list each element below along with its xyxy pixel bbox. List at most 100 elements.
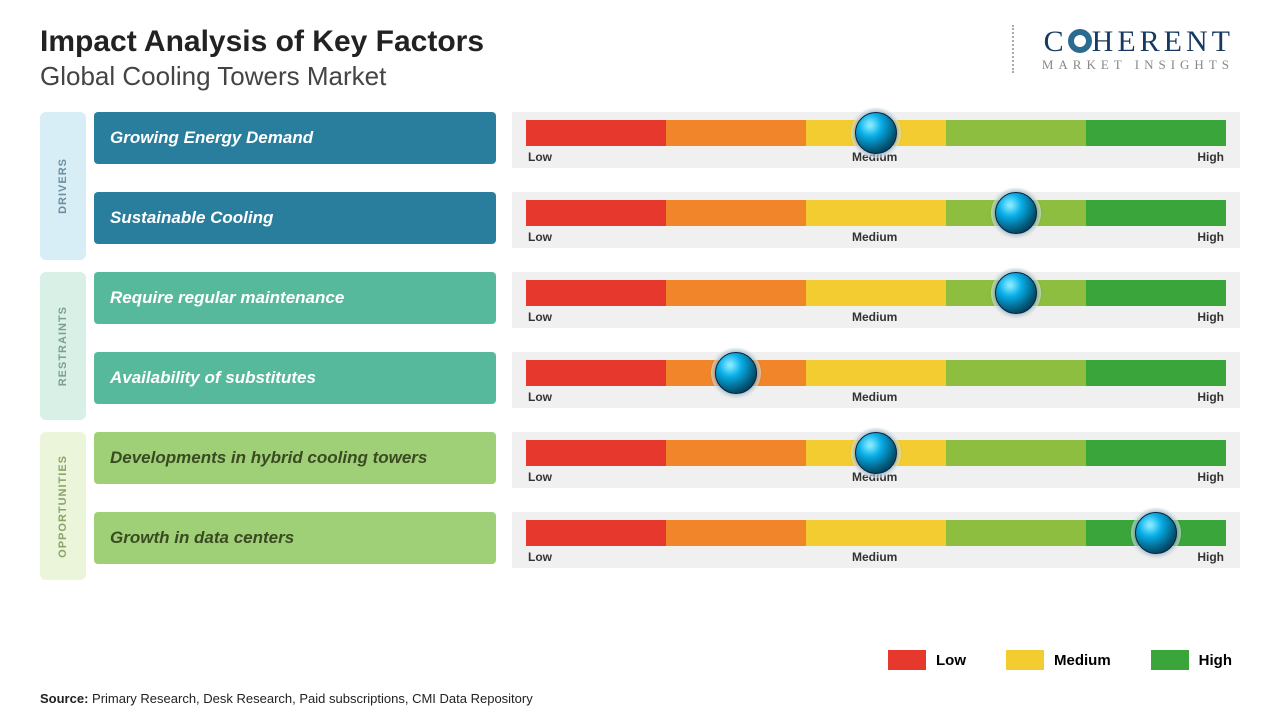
impact-gauge[interactable]: LowMediumHigh	[512, 352, 1240, 408]
factor-row: Availability of substitutesLowMediumHigh	[94, 352, 1240, 420]
factor-row: Sustainable Cooling Low Medium High	[94, 192, 1240, 260]
factor-label: Availability of substitutes	[94, 352, 496, 404]
legend-label: Low	[936, 652, 966, 669]
category-tab-opportunities: OPPORTUNITIES	[40, 432, 86, 580]
legend: Low Medium High	[888, 650, 1232, 670]
gauge-segment	[806, 280, 946, 306]
gauge-axis-high: High	[1197, 470, 1224, 484]
gauge-axis-medium: Medium	[852, 310, 897, 324]
gauge-segment	[1086, 200, 1226, 226]
body-area: DRIVERS RESTRAINTS OPPORTUNITIES Growing E…	[40, 112, 1240, 580]
gauge-axis-labels: Low Medium High	[526, 230, 1226, 244]
gauge-axis-labels: LowMediumHigh	[526, 310, 1226, 324]
gauge-segment	[806, 520, 946, 546]
gauge-segment	[526, 280, 666, 306]
legend-swatch	[888, 650, 926, 670]
gauge-axis-high: High	[1197, 310, 1224, 324]
gauge-knob-icon[interactable]	[995, 272, 1037, 314]
legend-swatch	[1151, 650, 1189, 670]
gauge-segment	[946, 120, 1086, 146]
chart-container: Impact Analysis of Key Factors Global Co…	[0, 0, 1280, 720]
gauge-axis-low: Low	[528, 230, 552, 244]
gauge-segment	[526, 120, 666, 146]
factor-label: Growing Energy Demand	[94, 112, 496, 164]
legend-item: High	[1151, 650, 1232, 670]
category-label: DRIVERS	[57, 158, 69, 214]
impact-gauge[interactable]: LowMediumHigh	[512, 272, 1240, 328]
gauge-axis-high: High	[1197, 390, 1224, 404]
impact-gauge[interactable]: Low Medium High	[512, 512, 1240, 568]
category-tab-drivers: DRIVERS	[40, 112, 86, 260]
impact-gauge[interactable]: LowMediumHigh	[512, 112, 1240, 168]
page-subtitle: Global Cooling Towers Market	[40, 61, 484, 92]
category-label: OPPORTUNITIES	[57, 455, 69, 558]
gauge-axis-high: High	[1197, 550, 1224, 564]
gauge-segment	[666, 120, 806, 146]
gauge-segment	[1086, 280, 1226, 306]
gauge-knob-icon[interactable]	[995, 192, 1037, 234]
source-line: Source: Primary Research, Desk Research,…	[40, 691, 533, 706]
gauge-axis-low: Low	[528, 150, 552, 164]
category-label: RESTRAINTS	[57, 306, 69, 386]
category-column: DRIVERS RESTRAINTS OPPORTUNITIES	[40, 112, 86, 580]
gauge-segment	[806, 200, 946, 226]
factor-label: Developments in hybrid cooling towers	[94, 432, 496, 484]
gauge-knob-icon[interactable]	[855, 432, 897, 474]
legend-label: Medium	[1054, 652, 1111, 669]
impact-gauge[interactable]: Low Medium High	[512, 192, 1240, 248]
factor-rows-column: Growing Energy DemandLowMediumHighSustai…	[94, 112, 1240, 580]
gauge-axis-low: Low	[528, 550, 552, 564]
brand-logo-main: CHERENT	[1042, 25, 1234, 59]
legend-item: Low	[888, 650, 966, 670]
gauge-axis-medium: Medium	[852, 550, 897, 564]
legend-item: Medium	[1006, 650, 1111, 670]
source-prefix: Source:	[40, 691, 88, 706]
gauge-knob-icon[interactable]	[715, 352, 757, 394]
brand-logo: CHERENT MARKET INSIGHTS	[1012, 25, 1240, 73]
gauge-segment	[666, 520, 806, 546]
gauge-segment	[526, 200, 666, 226]
gauge-axis-low: Low	[528, 470, 552, 484]
factor-row: Require regular maintenanceLowMediumHigh	[94, 272, 1240, 340]
gauge-segment	[666, 440, 806, 466]
gauge-segment	[1086, 440, 1226, 466]
factor-row: Developments in hybrid cooling towers Low…	[94, 432, 1240, 500]
gauge-segment	[666, 280, 806, 306]
gauge-track	[526, 360, 1226, 386]
impact-gauge[interactable]: LowMediumHigh	[512, 432, 1240, 488]
gauge-axis-labels: LowMediumHigh	[526, 390, 1226, 404]
gauge-track	[526, 520, 1226, 546]
gauge-track	[526, 440, 1226, 466]
brand-logo-sub: MARKET INSIGHTS	[1042, 57, 1234, 73]
gauge-segment	[526, 440, 666, 466]
gauge-axis-high: High	[1197, 230, 1224, 244]
factor-row: Growing Energy Demand LowMediumHigh	[94, 112, 1240, 180]
gauge-track	[526, 120, 1226, 146]
page-title: Impact Analysis of Key Factors	[40, 25, 484, 59]
gauge-segment	[526, 360, 666, 386]
legend-label: High	[1199, 652, 1232, 669]
gauge-knob-icon[interactable]	[1135, 512, 1177, 554]
gauge-segment	[946, 520, 1086, 546]
gauge-segment	[946, 440, 1086, 466]
gauge-segment	[946, 360, 1086, 386]
gauge-axis-high: High	[1197, 150, 1224, 164]
source-text: Primary Research, Desk Research, Paid su…	[88, 691, 532, 706]
gauge-segment	[1086, 360, 1226, 386]
gauge-axis-medium: Medium	[852, 230, 897, 244]
title-block: Impact Analysis of Key Factors Global Co…	[40, 25, 484, 92]
header: Impact Analysis of Key Factors Global Co…	[40, 25, 1240, 92]
gauge-knob-icon[interactable]	[855, 112, 897, 154]
category-tab-restraints: RESTRAINTS	[40, 272, 86, 420]
gauge-segment	[1086, 120, 1226, 146]
factor-label: Require regular maintenance	[94, 272, 496, 324]
logo-o-icon	[1068, 29, 1092, 53]
gauge-axis-medium: Medium	[852, 390, 897, 404]
factor-label: Sustainable Cooling	[94, 192, 496, 244]
gauge-track	[526, 280, 1226, 306]
gauge-segment	[806, 360, 946, 386]
gauge-segment	[526, 520, 666, 546]
gauge-segment	[666, 200, 806, 226]
factor-label: Growth in data centers	[94, 512, 496, 564]
legend-swatch	[1006, 650, 1044, 670]
